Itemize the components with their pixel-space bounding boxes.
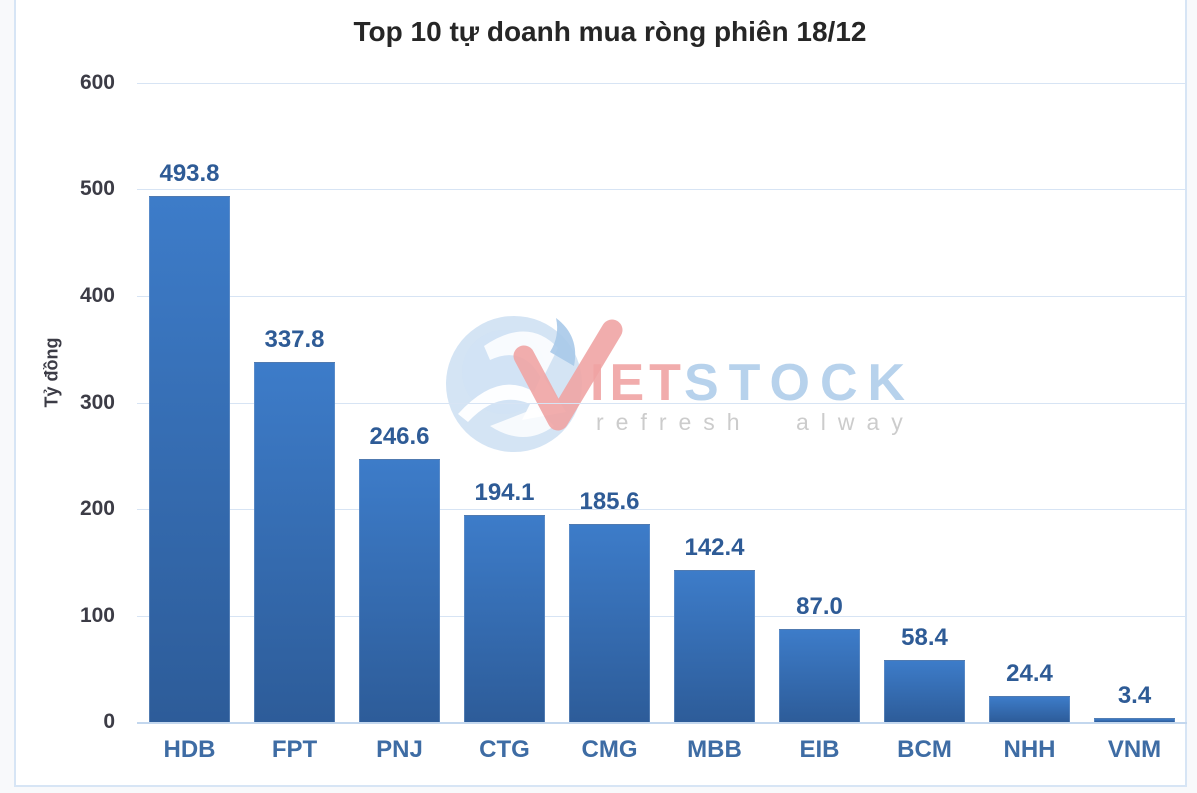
gridline-300 — [137, 403, 1187, 404]
category-label-fpt: FPT — [271, 736, 318, 763]
bar-fpt — [254, 362, 335, 722]
gridline-400 — [137, 296, 1187, 297]
bar-pnj — [359, 459, 440, 722]
bar-mbb — [674, 570, 755, 722]
bar-vnm — [1094, 718, 1175, 722]
y-tick-label-600: 600 — [79, 71, 115, 94]
bar-column-vnm: 3.4 — [1082, 83, 1187, 722]
bar-value-label-fpt: 337.8 — [264, 326, 325, 353]
brand-blue-text: STOCK — [684, 354, 913, 412]
bar-value-label-nhh: 24.4 — [1006, 660, 1053, 687]
bar-eib — [779, 629, 860, 722]
chart-title: Top 10 tự doanh mua ròng phiên 18/12 — [353, 16, 867, 47]
y-tick-label-0: 0 — [103, 710, 115, 733]
bar-hdb — [149, 196, 230, 722]
bar-column-ctg: 194.1 — [452, 83, 557, 722]
y-tick-label-300: 300 — [79, 391, 115, 414]
brand-red-text: IET — [590, 354, 686, 412]
x-axis-labels: HDB FPT PNJ CTG CMG MBB EIB BCM NHH VNM — [137, 736, 1187, 764]
gridline-200 — [137, 509, 1187, 510]
bar-column-bcm: 58.4 — [872, 83, 977, 722]
bar-column-eib: 87.0 — [767, 83, 872, 722]
bar-value-label-ctg: 194.1 — [474, 479, 535, 506]
bar-nhh — [989, 696, 1070, 722]
category-label-hdb: HDB — [163, 736, 216, 763]
y-tick-label-400: 400 — [79, 284, 115, 307]
category-label-cmg: CMG — [581, 736, 638, 763]
y-axis-tick-labels: 600 500 400 300 200 100 0 — [40, 0, 115, 793]
category-label-pnj: PNJ — [376, 736, 423, 763]
bar-value-label-eib: 87.0 — [796, 593, 843, 620]
bar-column-nhh: 24.4 — [977, 83, 1082, 722]
category-label-mbb: MBB — [687, 736, 742, 763]
category-label-bcm: BCM — [897, 736, 952, 763]
category-label-eib: EIB — [799, 736, 840, 763]
bar-column-mbb: 142.4 — [662, 83, 767, 722]
bar-value-label-cmg: 185.6 — [579, 488, 640, 515]
bar-cmg — [569, 524, 650, 722]
bar-column-hdb: 493.8 — [137, 83, 242, 722]
vietstock-watermark: IET STOCK refresh always — [438, 308, 926, 453]
gridline-100 — [137, 616, 1187, 617]
category-label-vnm: VNM — [1107, 736, 1162, 763]
bars-row: 493.8 337.8 246.6 194.1 185.6 142.4 87.0 58.4 24… — [137, 83, 1187, 722]
bar-bcm — [884, 660, 965, 722]
y-tick-label-100: 100 — [79, 604, 115, 627]
vietstock-logo-icon: IET STOCK refresh always — [446, 316, 926, 452]
bar-value-label-vnm: 3.4 — [1117, 682, 1152, 709]
category-label-nhh: NHH — [1003, 736, 1056, 763]
bar-column-fpt: 337.8 — [242, 83, 347, 722]
brand-tagline-text: refresh always — [596, 409, 913, 435]
y-tick-label-200: 200 — [79, 497, 115, 520]
x-axis-line — [137, 722, 1187, 724]
bar-value-label-hdb: 493.8 — [159, 160, 220, 187]
category-label-ctg: CTG — [479, 736, 530, 763]
bar-column-cmg: 185.6 — [557, 83, 662, 722]
bar-column-pnj: 246.6 — [347, 83, 452, 722]
bar-value-label-bcm: 58.4 — [901, 624, 948, 651]
gridline-600 — [137, 83, 1187, 84]
bar-ctg — [464, 515, 545, 722]
bar-value-label-mbb: 142.4 — [684, 534, 745, 561]
plot-area: 493.8 337.8 246.6 194.1 185.6 142.4 87.0 58.4 24… — [137, 83, 1187, 724]
v-check-icon — [513, 319, 623, 431]
bar-value-label-pnj: 246.6 — [369, 423, 430, 450]
gridline-500 — [137, 189, 1187, 190]
y-tick-label-500: 500 — [79, 177, 115, 200]
